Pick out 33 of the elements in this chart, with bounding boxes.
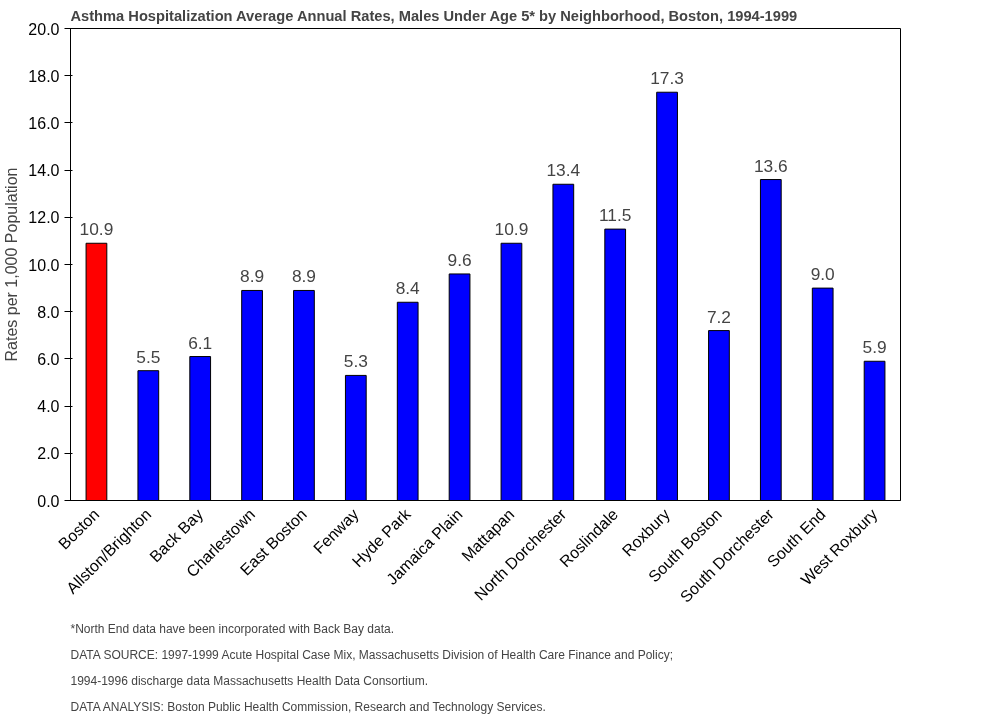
y-tick-label: 2.0	[37, 445, 60, 463]
y-axis-title: Rates per 1,000 Population	[3, 167, 21, 362]
data-label: 9.6	[447, 249, 472, 270]
y-tick-label: 10.0	[28, 256, 60, 274]
chart-title: Asthma Hospitalization Average Annual Rates, Males Under Age 5* by Neighborhood, Boston, 1994-1999	[70, 7, 798, 24]
y-tick-label: 14.0	[28, 162, 60, 180]
data-label: 5.3	[343, 351, 368, 372]
data-label: 8.9	[240, 266, 265, 287]
y-tick-label: 12.0	[28, 209, 60, 227]
data-label: 8.9	[291, 266, 316, 287]
data-label: 17.3	[650, 68, 684, 89]
y-tick-label: 8.0	[37, 303, 60, 321]
source-note: DATA SOURCE: 1997-1999 Acute Hospital Case Mix, Massachusetts Division of Health Care Finance and Policy;	[70, 647, 673, 662]
data-label: 8.4	[395, 278, 421, 299]
text: DATA ANALYSIS: Boston Public Health Commission, Research and Technology Services.	[70, 699, 546, 714]
data-label: 5.9	[862, 337, 887, 358]
y-tick-label: 0.0	[37, 492, 60, 510]
text: 1994-1996 discharge data Massachusetts Health Data Consortium.	[70, 673, 429, 688]
data-label: 10.9	[79, 219, 114, 240]
data-label: 5.5	[136, 346, 161, 367]
data-label: 9.0	[810, 264, 835, 285]
y-tick-label: 20.0	[28, 20, 60, 38]
data-label: 10.9	[494, 219, 529, 240]
y-tick-label: 4.0	[37, 398, 60, 416]
data-label: 7.2	[706, 306, 731, 327]
y-tick-label: 16.0	[28, 114, 60, 132]
data-label: 13.4	[546, 160, 581, 181]
y-tick-label: 18.0	[28, 67, 60, 85]
data-label: 13.6	[753, 155, 788, 176]
text: *North End data have been incorporated with Back Bay data.	[70, 621, 395, 636]
y-tick-label: 6.0	[37, 350, 60, 368]
data-label: 6.1	[188, 332, 213, 353]
data-label: 11.5	[598, 205, 632, 226]
